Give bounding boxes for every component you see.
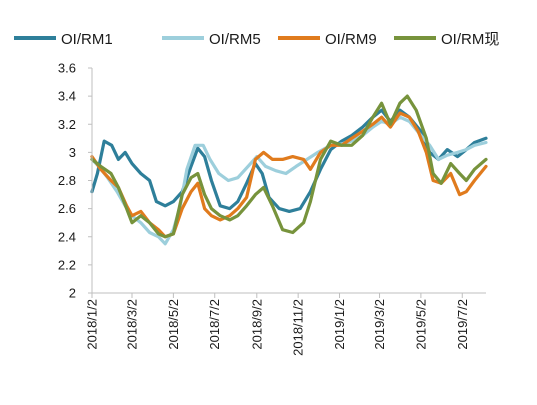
y-tick-label: 2.2: [58, 257, 76, 272]
legend-label-3: OI/RM9: [325, 31, 377, 48]
x-tick-label: 2018/5/2: [166, 299, 181, 350]
legend-label-4: OI/RM现: [441, 31, 499, 48]
series-line-4: [90, 94, 488, 239]
x-tick-label: 2019/1/2: [332, 299, 347, 350]
x-tick-label: 2018/7/2: [207, 299, 222, 350]
y-tick-label: 3.2: [58, 117, 76, 132]
x-tick-label: 2019/5/2: [413, 299, 428, 350]
series-layer: [90, 94, 488, 246]
x-tick-label: 2018/3/2: [125, 299, 140, 350]
x-tick-label: 2018/9/2: [249, 299, 264, 350]
y-tick-label: 2: [69, 286, 76, 301]
x-tick-label: 2019/3/2: [372, 299, 387, 350]
series-line-3: [90, 111, 488, 239]
legend-label-2: OI/RM5: [209, 31, 261, 48]
y-axis-ticks: 2 2.2 2.4 2.6 2.8 3 3.2 3.4 3.6: [58, 61, 92, 301]
y-tick-label: 2.4: [58, 229, 76, 244]
x-tick-label: 2019/7/2: [455, 299, 470, 350]
y-tick-label: 2.6: [58, 201, 76, 216]
legend-label-1: OI/RM1: [61, 31, 113, 48]
x-axis-ticks: 2018/1/2 2018/3/2 2018/5/2 2018/7/2 2018/9/2…: [85, 293, 470, 356]
y-tick-label: 3.4: [58, 89, 76, 104]
y-tick-label: 2.8: [58, 173, 76, 188]
y-tick-label: 3: [69, 145, 76, 160]
chart-legend: OI/RM1 OI/RM5 OI/RM9 OI/RM现: [14, 31, 499, 48]
y-tick-label: 3.6: [58, 61, 76, 76]
x-tick-label: 2018/11/2: [291, 299, 306, 356]
x-tick-label: 2018/1/2: [85, 299, 100, 350]
